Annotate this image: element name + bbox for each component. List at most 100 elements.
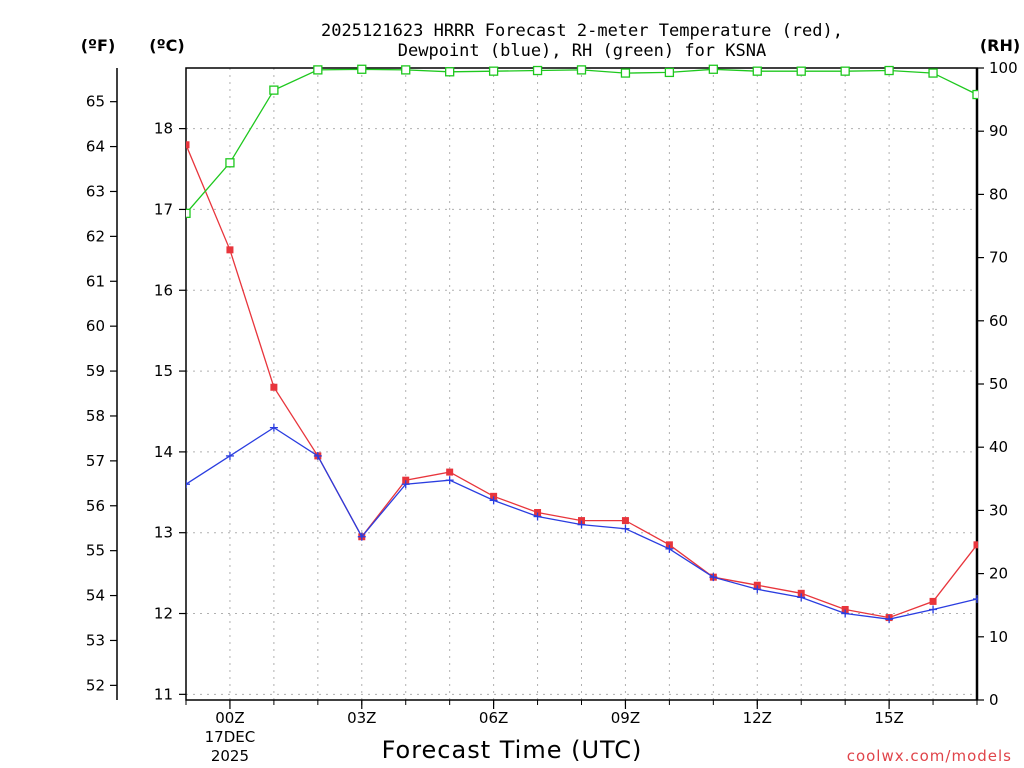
c-tick-label: 15 (154, 362, 173, 380)
rh-point (928, 68, 938, 78)
x-tick-label: 00Z (215, 709, 244, 727)
rh-tick-label: 70 (989, 249, 1008, 267)
celsius-unit-label: (ºC) (149, 36, 184, 55)
rh-point (840, 66, 850, 76)
dewpoint-point (577, 520, 586, 529)
grid-lines (186, 68, 977, 700)
c-tick-label: 17 (154, 200, 173, 218)
f-tick-label: 60 (86, 317, 105, 335)
rh-point (532, 65, 543, 76)
x-axis-label: Forecast Time (UTC) (382, 736, 643, 764)
fahrenheit-axis: 52 53 54 55 56 57 58 59 60 61 62 63 64 65 (86, 93, 117, 694)
x-tick-label: 15Z (874, 709, 903, 727)
dewpoint-point (929, 605, 938, 614)
rh-tick-label: 80 (989, 185, 1008, 203)
data-series (186, 64, 978, 624)
dewpoint-point (401, 480, 410, 489)
rh-point (620, 68, 631, 78)
f-tick-label: 61 (86, 272, 105, 290)
c-tick-label: 12 (154, 605, 173, 623)
f-tick-label: 62 (86, 227, 105, 245)
f-tick-label: 52 (86, 676, 105, 694)
f-tick-label: 53 (86, 631, 105, 649)
temperature-point (753, 581, 761, 589)
dewpoint-point (489, 496, 498, 505)
c-tick-label: 11 (154, 685, 173, 703)
x-date-label: 17DEC (205, 728, 256, 746)
dewpoint-point (533, 512, 542, 521)
dewpoint-point (665, 544, 674, 553)
rh-point (225, 158, 235, 168)
temperature-point (534, 509, 542, 517)
temperature-point (973, 541, 978, 549)
celsius-axis: 11 12 13 14 15 16 17 18 (154, 120, 186, 703)
rh-tick-label: 40 (989, 438, 1008, 456)
rh-point (445, 67, 455, 77)
rh-point (488, 66, 499, 76)
rh-tick-label: 20 (989, 565, 1008, 583)
rh-axis: 0 10 20 30 40 50 60 70 80 90 100 (977, 59, 1018, 709)
rh-point (401, 65, 411, 75)
f-tick-label: 55 (86, 542, 105, 560)
f-tick-label: 59 (86, 362, 105, 380)
rh-tick-label: 0 (989, 691, 999, 709)
dewpoint-point (313, 451, 322, 460)
temperature-point (270, 383, 278, 391)
c-tick-label: 13 (154, 524, 173, 542)
dewpoint-point (885, 615, 894, 624)
temperature-point (929, 597, 937, 605)
temperature-point (797, 589, 805, 597)
rh-point (708, 64, 718, 74)
fahrenheit-unit-label: (ºF) (81, 36, 116, 55)
chart-title-line2: Dewpoint (blue), RH (green) for KSNA (398, 41, 766, 61)
credit-text: coolwx.com/models (847, 747, 1012, 765)
rh-point (269, 85, 279, 95)
temperature-point (621, 517, 629, 525)
temperature-point (490, 492, 498, 500)
f-tick-label: 58 (86, 407, 105, 425)
rh-tick-label: 30 (989, 501, 1008, 519)
dewpoint-point (621, 524, 630, 533)
rh-point (357, 64, 367, 74)
f-tick-label: 63 (86, 182, 105, 200)
dewpoint-point (973, 594, 978, 603)
rh-point (796, 66, 806, 76)
dewpoint-point (186, 480, 190, 489)
x-tick-label: 12Z (743, 709, 772, 727)
dewpoint-point (357, 532, 366, 541)
temperature-point (226, 246, 234, 254)
f-tick-label: 57 (86, 452, 105, 470)
temperature-point (402, 476, 410, 484)
rh-tick-label: 50 (989, 375, 1008, 393)
f-tick-label: 54 (86, 587, 105, 605)
temperature-point (665, 541, 673, 549)
rh-point (972, 89, 978, 100)
rh-point (664, 67, 675, 78)
f-tick-label: 56 (86, 497, 105, 515)
f-tick-label: 65 (86, 93, 105, 111)
f-tick-label: 64 (86, 138, 105, 156)
c-tick-label: 16 (154, 281, 173, 299)
rh-series (186, 64, 978, 219)
c-tick-label: 14 (154, 443, 173, 461)
rh-unit-label: (RH) (980, 36, 1020, 55)
rh-point (884, 65, 894, 76)
dewpoint-point (753, 585, 762, 594)
dewpoint-point (445, 476, 454, 485)
dewpoint-point (269, 423, 278, 432)
dewpoint-point (709, 573, 718, 582)
temperature-point (186, 141, 190, 149)
rh-point (576, 65, 587, 75)
dewpoint-point (797, 593, 806, 602)
x-tick-label: 03Z (347, 709, 376, 727)
temperature-series (186, 141, 978, 622)
temperature-point (841, 605, 849, 613)
chart-title-line1: 2025121623 HRRR Forecast 2-meter Tempera… (321, 21, 843, 41)
axes (116, 67, 979, 701)
rh-tick-label: 60 (989, 312, 1008, 330)
rh-tick-label: 90 (989, 122, 1008, 140)
rh-point (186, 208, 191, 219)
rh-tick-label: 100 (989, 59, 1018, 77)
